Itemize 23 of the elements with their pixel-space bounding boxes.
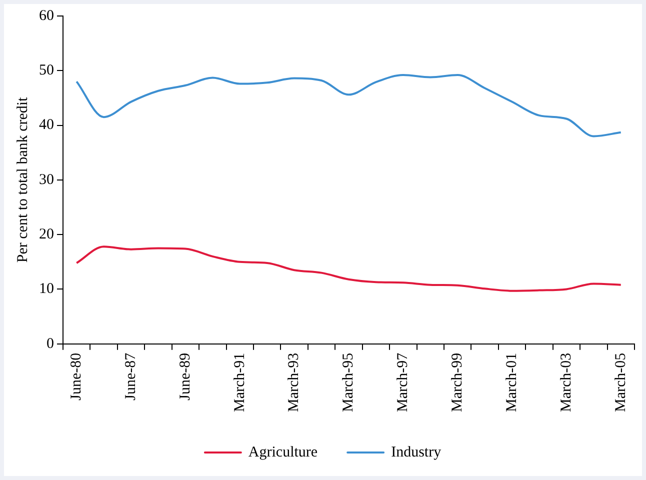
- y-tick-label: 10: [39, 281, 54, 298]
- line-series: [76, 74, 622, 138]
- y-tick-label: 60: [39, 8, 54, 24]
- y-tick-label: 50: [39, 62, 54, 79]
- x-tick-label: June-89: [177, 352, 194, 400]
- x-tick-label: March-03: [558, 352, 574, 412]
- y-tick-label: 0: [46, 336, 54, 352]
- y-tick-label: 30: [39, 172, 54, 188]
- x-tick-label: June-80: [68, 352, 85, 400]
- x-tick-label: March-97: [395, 352, 412, 412]
- x-tick-label: March-05: [612, 352, 629, 412]
- x-tick-label: March-01: [504, 352, 520, 412]
- y-tick-label: 40: [39, 117, 54, 134]
- x-tick-label: March-93: [286, 352, 302, 412]
- legend-label: Agriculture: [248, 444, 318, 460]
- legend-label: Industry: [391, 444, 442, 460]
- x-tick-label: March-91: [232, 352, 248, 412]
- x-tick-label: March-99: [450, 352, 466, 412]
- x-tick-label: June-87: [122, 352, 139, 400]
- x-tick-label: March-95: [340, 352, 357, 412]
- y-axis-title: Per cent to total bank credit: [14, 96, 31, 263]
- y-tick-label: 20: [39, 226, 54, 243]
- line-series: [76, 246, 622, 292]
